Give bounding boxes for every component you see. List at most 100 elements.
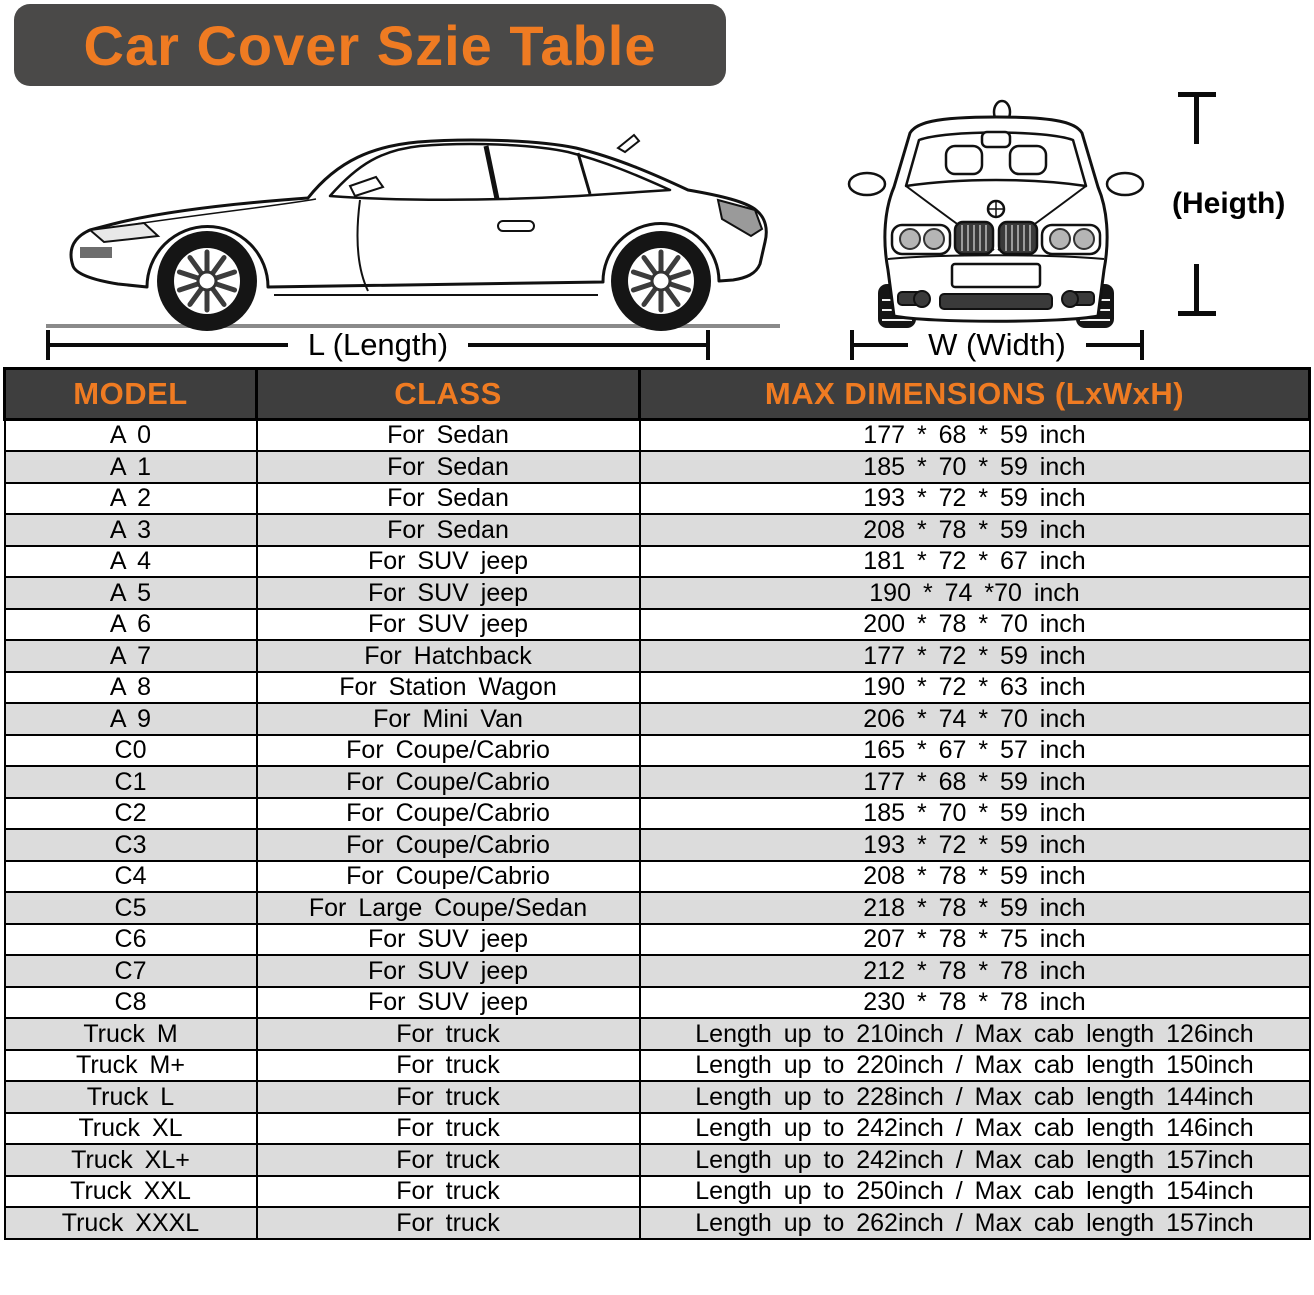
- table-row: Truck XXXL For truck Length up to 262inch …: [3, 1206, 1311, 1240]
- length-dimension: L (Length): [46, 327, 711, 362]
- model-cell: A 4: [3, 544, 258, 578]
- title-banner: Car Cover Szie Table: [14, 4, 726, 86]
- class-cell: For SUV jeep: [255, 985, 641, 1019]
- dimension-line: [1194, 92, 1199, 144]
- class-cell: For Sedan: [255, 513, 641, 547]
- dimension-line: [1085, 343, 1141, 347]
- table-row: Truck XL For truck Length up to 242inch / …: [3, 1111, 1311, 1145]
- table-row: C4 For Coupe/Cabrio 208 * 78 * 59 inch: [3, 859, 1311, 893]
- model-cell: A 6: [3, 607, 258, 641]
- dimension-tick: [1140, 330, 1145, 360]
- model-cell: C0: [3, 733, 258, 767]
- model-cell: A 2: [3, 481, 258, 515]
- class-cell: For truck: [255, 1111, 641, 1145]
- table-row: Truck M For truck Length up to 210inch / M…: [3, 1017, 1311, 1051]
- class-cell: For truck: [255, 1174, 641, 1208]
- table-row: Truck L For truck Length up to 228inch / M…: [3, 1080, 1311, 1114]
- class-cell: For truck: [255, 1048, 641, 1082]
- dimensions-cell: 200 * 78 * 70 inch: [638, 607, 1311, 641]
- dimensions-cell: 181 * 72 * 67 inch: [638, 544, 1311, 578]
- table-row: A 2 For Sedan 193 * 72 * 59 inch: [3, 481, 1311, 515]
- model-cell: Truck M+: [3, 1048, 258, 1082]
- dimensions-cell: Length up to 242inch / Max cab length 14…: [638, 1111, 1311, 1145]
- dimensions-cell: 190 * 72 * 63 inch: [638, 670, 1311, 704]
- page-title: Car Cover Szie Table: [83, 13, 657, 77]
- class-cell: For truck: [255, 1143, 641, 1177]
- class-cell: For truck: [255, 1080, 641, 1114]
- class-cell: For SUV jeep: [255, 544, 641, 578]
- dimensions-cell: Length up to 228inch / Max cab length 14…: [638, 1080, 1311, 1114]
- table-row: C1 For Coupe/Cabrio 177 * 68 * 59 inch: [3, 765, 1311, 799]
- table-row: C5 For Large Coupe/Sedan 218 * 78 * 59 inc…: [3, 891, 1311, 925]
- model-cell: C6: [3, 922, 258, 956]
- dimensions-cell: 206 * 74 * 70 inch: [638, 702, 1311, 736]
- width-dimension: W (Width): [850, 327, 1145, 362]
- dimensions-cell: Length up to 210inch / Max cab length 12…: [638, 1017, 1311, 1051]
- dimensions-cell: 218 * 78 * 59 inch: [638, 891, 1311, 925]
- model-cell: A 7: [3, 639, 258, 673]
- model-cell: C7: [3, 954, 258, 988]
- table-row: A 5 For SUV jeep 190 * 74 *70 inch: [3, 576, 1311, 610]
- column-header-model: MODEL: [3, 367, 258, 421]
- model-cell: Truck M: [3, 1017, 258, 1051]
- dimensions-cell: 193 * 72 * 59 inch: [638, 481, 1311, 515]
- dimensions-cell: 177 * 68 * 59 inch: [638, 418, 1311, 452]
- model-cell: A 1: [3, 450, 258, 484]
- class-cell: For SUV jeep: [255, 922, 641, 956]
- height-dimension: (Heigth): [1170, 92, 1306, 316]
- dimensions-cell: 212 * 78 * 78 inch: [638, 954, 1311, 988]
- class-cell: For truck: [255, 1206, 641, 1240]
- table-row: C3 For Coupe/Cabrio 193 * 72 * 59 inch: [3, 828, 1311, 862]
- dimensions-cell: Length up to 262inch / Max cab length 15…: [638, 1206, 1311, 1240]
- model-cell: Truck XL+: [3, 1143, 258, 1177]
- table-row: A 9 For Mini Van 206 * 74 * 70 inch: [3, 702, 1311, 736]
- height-label: (Heigth): [1172, 187, 1286, 220]
- size-table: MODEL CLASS MAX DIMENSIONS (LxWxH) A 0 Fo…: [3, 367, 1311, 1240]
- class-cell: For Coupe/Cabrio: [255, 765, 641, 799]
- length-label: L (Length): [307, 327, 449, 362]
- model-cell: Truck XXL: [3, 1174, 258, 1208]
- model-cell: Truck XL: [3, 1111, 258, 1145]
- table-row: A 0 For Sedan 177 * 68 * 59 inch: [3, 418, 1311, 452]
- table-row: A 3 For Sedan 208 * 78 * 59 inch: [3, 513, 1311, 547]
- table-row: Truck M+ For truck Length up to 220inch / …: [3, 1048, 1311, 1082]
- model-cell: C2: [3, 796, 258, 830]
- class-cell: For SUV jeep: [255, 954, 641, 988]
- width-label: W (Width): [928, 327, 1066, 362]
- dimensions-cell: 185 * 70 * 59 inch: [638, 450, 1311, 484]
- model-cell: Truck XXXL: [3, 1206, 258, 1240]
- model-cell: C8: [3, 985, 258, 1019]
- dimension-tick: [850, 330, 854, 360]
- table-row: C0 For Coupe/Cabrio 165 * 67 * 57 inch: [3, 733, 1311, 767]
- table-row: C6 For SUV jeep 207 * 78 * 75 inch: [3, 922, 1311, 956]
- car-front-view-icon: [847, 99, 1145, 328]
- dimension-tick: [1178, 311, 1216, 316]
- dimensions-cell: Length up to 250inch / Max cab length 15…: [638, 1174, 1311, 1208]
- class-cell: For truck: [255, 1017, 641, 1051]
- dimensions-cell: 193 * 72 * 59 inch: [638, 828, 1311, 862]
- dimensions-cell: 177 * 68 * 59 inch: [638, 765, 1311, 799]
- model-cell: C4: [3, 859, 258, 893]
- table-row: A 4 For SUV jeep 181 * 72 * 67 inch: [3, 544, 1311, 578]
- model-cell: A 5: [3, 576, 258, 610]
- model-cell: A 9: [3, 702, 258, 736]
- model-cell: A 8: [3, 670, 258, 704]
- model-cell: C5: [3, 891, 258, 925]
- column-header-dimensions: MAX DIMENSIONS (LxWxH): [638, 367, 1311, 421]
- dimension-line: [854, 343, 909, 347]
- dimension-tick: [46, 330, 50, 360]
- size-table-body: A 0 For Sedan 177 * 68 * 59 inch A 1 For Sed…: [3, 418, 1311, 1240]
- car-side-view-illustration: [18, 88, 818, 336]
- car-front-view-illustration: [834, 88, 1158, 336]
- model-cell: C3: [3, 828, 258, 862]
- class-cell: For Coupe/Cabrio: [255, 828, 641, 862]
- dimension-tick: [706, 330, 711, 360]
- model-cell: A 3: [3, 513, 258, 547]
- table-row: C2 For Coupe/Cabrio 185 * 70 * 59 inch: [3, 796, 1311, 830]
- table-row: Truck XXL For truck Length up to 250inch /…: [3, 1174, 1311, 1208]
- dimensions-cell: 177 * 72 * 59 inch: [638, 639, 1311, 673]
- class-cell: For Coupe/Cabrio: [255, 796, 641, 830]
- model-cell: C1: [3, 765, 258, 799]
- class-cell: For Hatchback: [255, 639, 641, 673]
- class-cell: For Large Coupe/Sedan: [255, 891, 641, 925]
